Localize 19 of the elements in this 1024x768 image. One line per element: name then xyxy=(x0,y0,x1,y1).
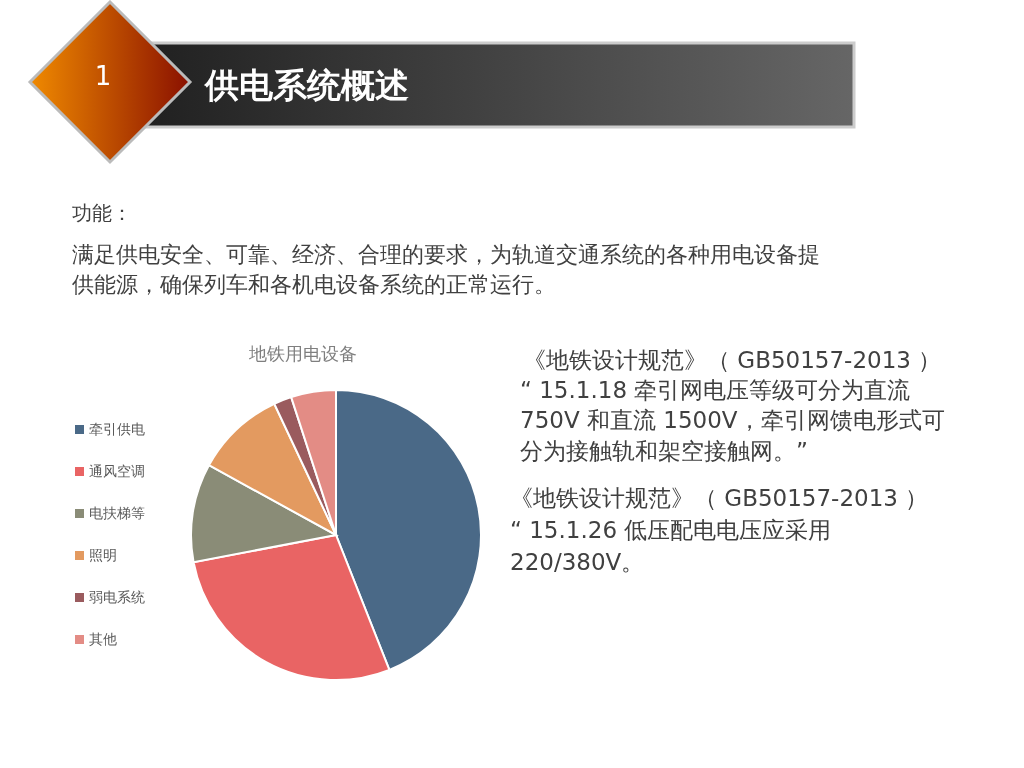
text: 供能源，确保列车和各机电设备系统的正常运行。 xyxy=(72,272,556,297)
text: “ 15.1.26 低压配电电压应采用 xyxy=(510,517,832,543)
text: 分为接触轨和架空接触网。” xyxy=(520,438,808,464)
chart-title: 地铁用电设备 xyxy=(248,343,357,364)
text: 功能： xyxy=(72,201,132,225)
legend-label: 弱电系统 xyxy=(89,589,145,605)
legend-label: 其他 xyxy=(89,631,117,647)
text: 满足供电安全、可靠、经济、合理的要求，为轨道交通系统的各种用电设备提 xyxy=(72,242,820,267)
text: 750V 和直流 1500V，牵引网馈电形式可 xyxy=(520,407,945,433)
legend-label: 牵引供电 xyxy=(89,421,145,437)
legend-label: 电扶梯等 xyxy=(89,505,145,521)
text: “ 15.1.18 牵引网电压等级可分为直流 xyxy=(520,377,911,403)
text: 《地铁设计规范》（ GB50157-2013 ） xyxy=(523,347,942,373)
text: 1 xyxy=(94,61,112,91)
legend-label: 通风空调 xyxy=(89,463,145,479)
text: 供电系统概述 xyxy=(204,65,409,105)
legend-label: 照明 xyxy=(89,547,117,563)
text: 220/380V。 xyxy=(510,549,645,575)
text: 《地铁设计规范》（ GB50157-2013 ） xyxy=(510,485,929,511)
